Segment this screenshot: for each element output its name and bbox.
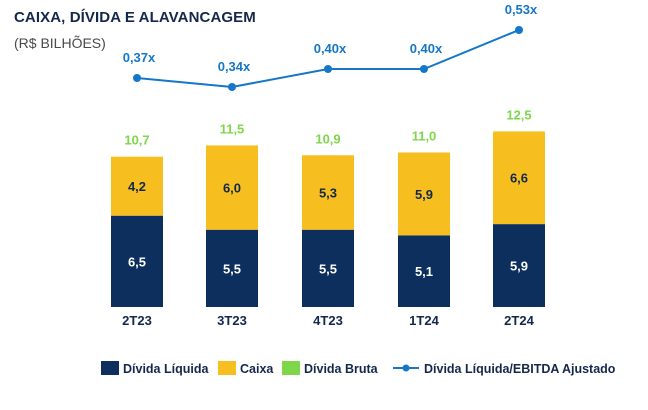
data-label-divida-liquida: 5,1 [415, 264, 433, 279]
data-label-ebitda: 0,34x [218, 59, 251, 74]
x-tick-label: 2T24 [504, 313, 534, 328]
bar-divida-liquida [493, 224, 545, 307]
line-point [420, 65, 428, 73]
legend-label-divida-liquida: Dívida Líquida [123, 362, 209, 376]
data-label-ebitda: 0,37x [123, 50, 156, 65]
x-tick-label: 3T23 [217, 313, 247, 328]
x-tick-label: 2T23 [122, 313, 152, 328]
line-point [324, 65, 332, 73]
data-label-divida-liquida: 6,5 [128, 254, 146, 269]
data-label-caixa: 5,9 [415, 187, 433, 202]
bar-divida-liquida [398, 235, 450, 307]
x-tick-label: 4T23 [313, 313, 343, 328]
data-label-divida-bruta: 10,9 [315, 131, 340, 146]
bar-caixa [398, 152, 450, 236]
bar-caixa [206, 145, 258, 230]
chart-title: CAIXA, DÍVIDA E ALAVANCAGEM [14, 9, 256, 26]
chart-subtitle: (R$ BILHÕES) [14, 35, 106, 51]
bar-caixa [493, 131, 545, 225]
data-label-divida-liquida: 5,5 [223, 261, 241, 276]
data-label-caixa: 5,3 [319, 185, 337, 200]
line-divida-ebitda [136, 29, 520, 89]
bar-caixa [302, 155, 354, 230]
x-tick-label: 1T24 [409, 313, 439, 328]
data-label-divida-liquida: 5,9 [510, 259, 528, 274]
data-label-divida-bruta: 11,0 [412, 128, 437, 143]
data-label-divida-bruta: 11,5 [220, 121, 245, 136]
legend-swatch-caixa [218, 361, 236, 375]
legend-label-caixa: Caixa [240, 362, 274, 376]
legend-label-divida-bruta: Dívida Bruta [304, 362, 379, 376]
data-label-ebitda: 0,40x [314, 41, 347, 56]
legend-label-ebitda: Dívida Líquida/EBITDA Ajustado [424, 362, 616, 376]
legend-swatch-divida-bruta [282, 361, 300, 375]
bar-divida-liquida [302, 229, 354, 307]
data-label-caixa: 4,2 [128, 179, 146, 194]
data-label-caixa: 6,0 [223, 181, 241, 196]
data-label-caixa: 6,6 [510, 171, 528, 186]
line-point [228, 83, 236, 91]
data-label-ebitda: 0,40x [410, 41, 443, 56]
data-label-ebitda: 0,53x [505, 2, 538, 17]
data-label-divida-bruta: 10,7 [124, 133, 149, 148]
data-label-divida-liquida: 5,5 [319, 261, 337, 276]
data-label-divida-bruta: 12,5 [506, 107, 531, 122]
line-point [133, 74, 141, 82]
line-point [515, 26, 523, 34]
bar-divida-liquida [206, 229, 258, 307]
bar-caixa [111, 156, 163, 216]
bar-divida-liquida [111, 215, 163, 307]
legend-swatch-divida-liquida [101, 361, 119, 375]
legend-marker-ebitda [402, 364, 410, 372]
